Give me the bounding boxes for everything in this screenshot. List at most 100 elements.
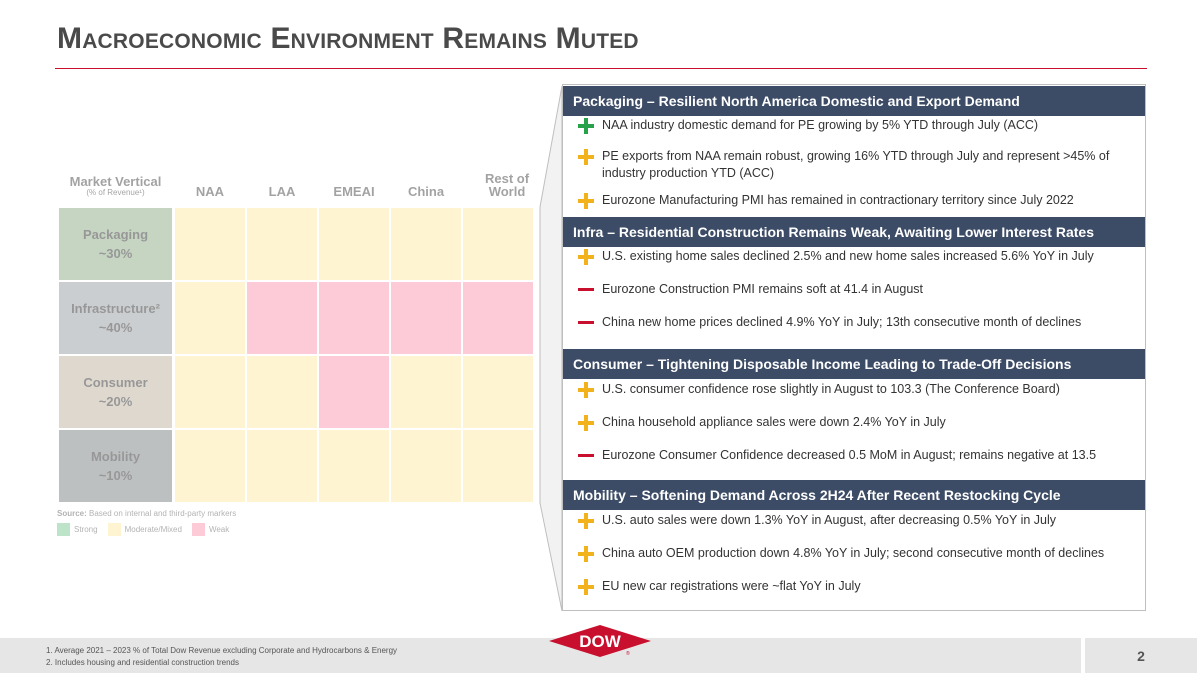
bullet-text: PE exports from NAA remain robust, growi… bbox=[602, 149, 1110, 180]
section-heading: Consumer – Tightening Disposable Income … bbox=[563, 349, 1145, 379]
matrix-cell bbox=[247, 282, 317, 354]
commentary-bullet: PE exports from NAA remain robust, growi… bbox=[576, 148, 1141, 182]
row-revenue-share: ~30% bbox=[98, 246, 133, 261]
matrix-cell bbox=[175, 430, 245, 502]
matrix-cell bbox=[247, 208, 317, 280]
matrix-legend: Strong Moderate/Mixed Weak bbox=[57, 523, 239, 536]
vertical-sublabel: (% of Revenue¹) bbox=[86, 188, 145, 197]
matrix-col-rest-of-world: Rest of World bbox=[484, 171, 530, 199]
bullet-text: China household appliance sales were dow… bbox=[602, 415, 946, 429]
source-text: Based on internal and third-party marker… bbox=[86, 509, 237, 518]
matrix-header-vertical: Market Vertical (% of Revenue¹) bbox=[57, 160, 174, 206]
row-vertical-name: Consumer bbox=[83, 375, 148, 390]
plus-icon bbox=[576, 117, 596, 134]
matrix-row-label: Infrastructure² ~40% bbox=[57, 282, 174, 354]
matrix-source: Source: Based on internal and third-part… bbox=[57, 509, 236, 518]
plus-icon bbox=[576, 248, 596, 265]
matrix-cell bbox=[463, 282, 533, 354]
minus-icon bbox=[576, 314, 596, 331]
matrix-cell bbox=[319, 282, 389, 354]
row-revenue-share: ~20% bbox=[98, 394, 133, 409]
commentary-bullet: EU new car registrations were ~flat YoY … bbox=[576, 578, 1141, 595]
plus-icon bbox=[576, 578, 596, 595]
footnote-1: 1. Average 2021 – 2023 % of Total Dow Re… bbox=[46, 646, 398, 655]
minus-icon bbox=[576, 447, 596, 464]
bullet-text: EU new car registrations were ~flat YoY … bbox=[602, 579, 861, 593]
footnote-2: 2. Includes housing and residential cons… bbox=[46, 658, 240, 667]
legend-item: Weak bbox=[191, 523, 230, 536]
row-revenue-share: ~40% bbox=[98, 320, 133, 335]
matrix-cell bbox=[319, 208, 389, 280]
commentary-bullet: NAA industry domestic demand for PE grow… bbox=[576, 117, 1141, 134]
matrix-row-label: Packaging ~30% bbox=[57, 208, 174, 280]
legend-label: Moderate/Mixed bbox=[124, 525, 182, 534]
matrix-row-image bbox=[59, 282, 172, 354]
matrix-cell bbox=[463, 208, 533, 280]
matrix-col-emeai: EMEAI bbox=[333, 184, 375, 199]
plus-icon bbox=[576, 512, 596, 529]
source-label: Source: bbox=[57, 509, 87, 518]
matrix-col-china: China bbox=[407, 184, 445, 199]
bullet-text: Eurozone Construction PMI remains soft a… bbox=[602, 282, 924, 296]
matrix-row-image bbox=[59, 356, 172, 428]
matrix-cell bbox=[175, 208, 245, 280]
legend-swatch bbox=[57, 523, 70, 536]
matrix-cell bbox=[319, 430, 389, 502]
plus-icon bbox=[576, 148, 596, 165]
commentary-bullet: Eurozone Manufacturing PMI has remained … bbox=[576, 192, 1141, 209]
vertical-label: Market Vertical bbox=[69, 174, 162, 189]
legend-swatch bbox=[191, 523, 205, 536]
dow-logo-text: DOW bbox=[579, 632, 622, 651]
matrix-cell bbox=[319, 356, 389, 428]
legend-label: Strong bbox=[74, 525, 98, 534]
row-vertical-name: Packaging bbox=[82, 227, 149, 242]
matrix-cell bbox=[175, 282, 245, 354]
commentary-bullet: U.S. existing home sales declined 2.5% a… bbox=[576, 248, 1141, 265]
commentary-bullet: China household appliance sales were dow… bbox=[576, 414, 1141, 431]
matrix-cell bbox=[391, 282, 461, 354]
matrix-cell bbox=[463, 430, 533, 502]
matrix-cell bbox=[175, 356, 245, 428]
matrix-row-label: Mobility ~10% bbox=[57, 430, 174, 502]
matrix-cell bbox=[463, 356, 533, 428]
dow-logo: DOW ® bbox=[549, 625, 651, 657]
plus-icon bbox=[576, 381, 596, 398]
matrix-row-image bbox=[59, 208, 172, 280]
bullet-text: Eurozone Manufacturing PMI has remained … bbox=[602, 193, 1074, 207]
commentary-bullet: U.S. auto sales were down 1.3% YoY in Au… bbox=[576, 512, 1141, 529]
legend-label: Weak bbox=[208, 525, 230, 534]
matrix-cell bbox=[391, 356, 461, 428]
commentary-bullet: China auto OEM production down 4.8% YoY … bbox=[576, 545, 1141, 562]
matrix-col-laa: LAA bbox=[268, 184, 296, 199]
matrix-col-naa: NAA bbox=[195, 184, 225, 199]
legend-swatch bbox=[107, 523, 121, 536]
bullet-text: U.S. consumer confidence rose slightly i… bbox=[602, 382, 1060, 396]
bullet-text: U.S. auto sales were down 1.3% YoY in Au… bbox=[602, 513, 1057, 527]
matrix-row-image bbox=[59, 430, 172, 502]
legend-item: Moderate/Mixed bbox=[107, 523, 182, 536]
commentary-bullet: U.S. consumer confidence rose slightly i… bbox=[576, 381, 1141, 398]
commentary-bullet: China new home prices declined 4.9% YoY … bbox=[576, 314, 1141, 331]
row-vertical-name: Mobility bbox=[90, 449, 141, 464]
minus-icon bbox=[576, 281, 596, 298]
section-heading: Infra – Residential Construction Remains… bbox=[563, 217, 1145, 247]
bullet-text: China auto OEM production down 4.8% YoY … bbox=[602, 546, 1105, 560]
matrix-cell bbox=[247, 430, 317, 502]
plus-icon bbox=[576, 545, 596, 562]
page-number: 2 bbox=[1081, 638, 1197, 673]
plus-icon bbox=[576, 414, 596, 431]
title-divider bbox=[55, 68, 1147, 69]
market-commentary-panel: Packaging – Resilient North America Dome… bbox=[562, 84, 1146, 611]
matrix-cell bbox=[391, 430, 461, 502]
market-matrix: Market Vertical (% of Revenue¹) NAA LAA … bbox=[57, 160, 537, 550]
commentary-bullet: Eurozone Construction PMI remains soft a… bbox=[576, 281, 1141, 298]
plus-icon bbox=[576, 192, 596, 209]
section-heading: Mobility – Softening Demand Across 2H24 … bbox=[563, 480, 1145, 510]
commentary-bullet: Eurozone Consumer Confidence decreased 0… bbox=[576, 447, 1141, 464]
bullet-text: China new home prices declined 4.9% YoY … bbox=[602, 315, 1082, 329]
bullet-text: U.S. existing home sales declined 2.5% a… bbox=[602, 249, 1094, 263]
row-vertical-name: Infrastructure² bbox=[71, 301, 160, 316]
matrix-cell bbox=[391, 208, 461, 280]
section-heading: Packaging – Resilient North America Dome… bbox=[563, 86, 1145, 116]
